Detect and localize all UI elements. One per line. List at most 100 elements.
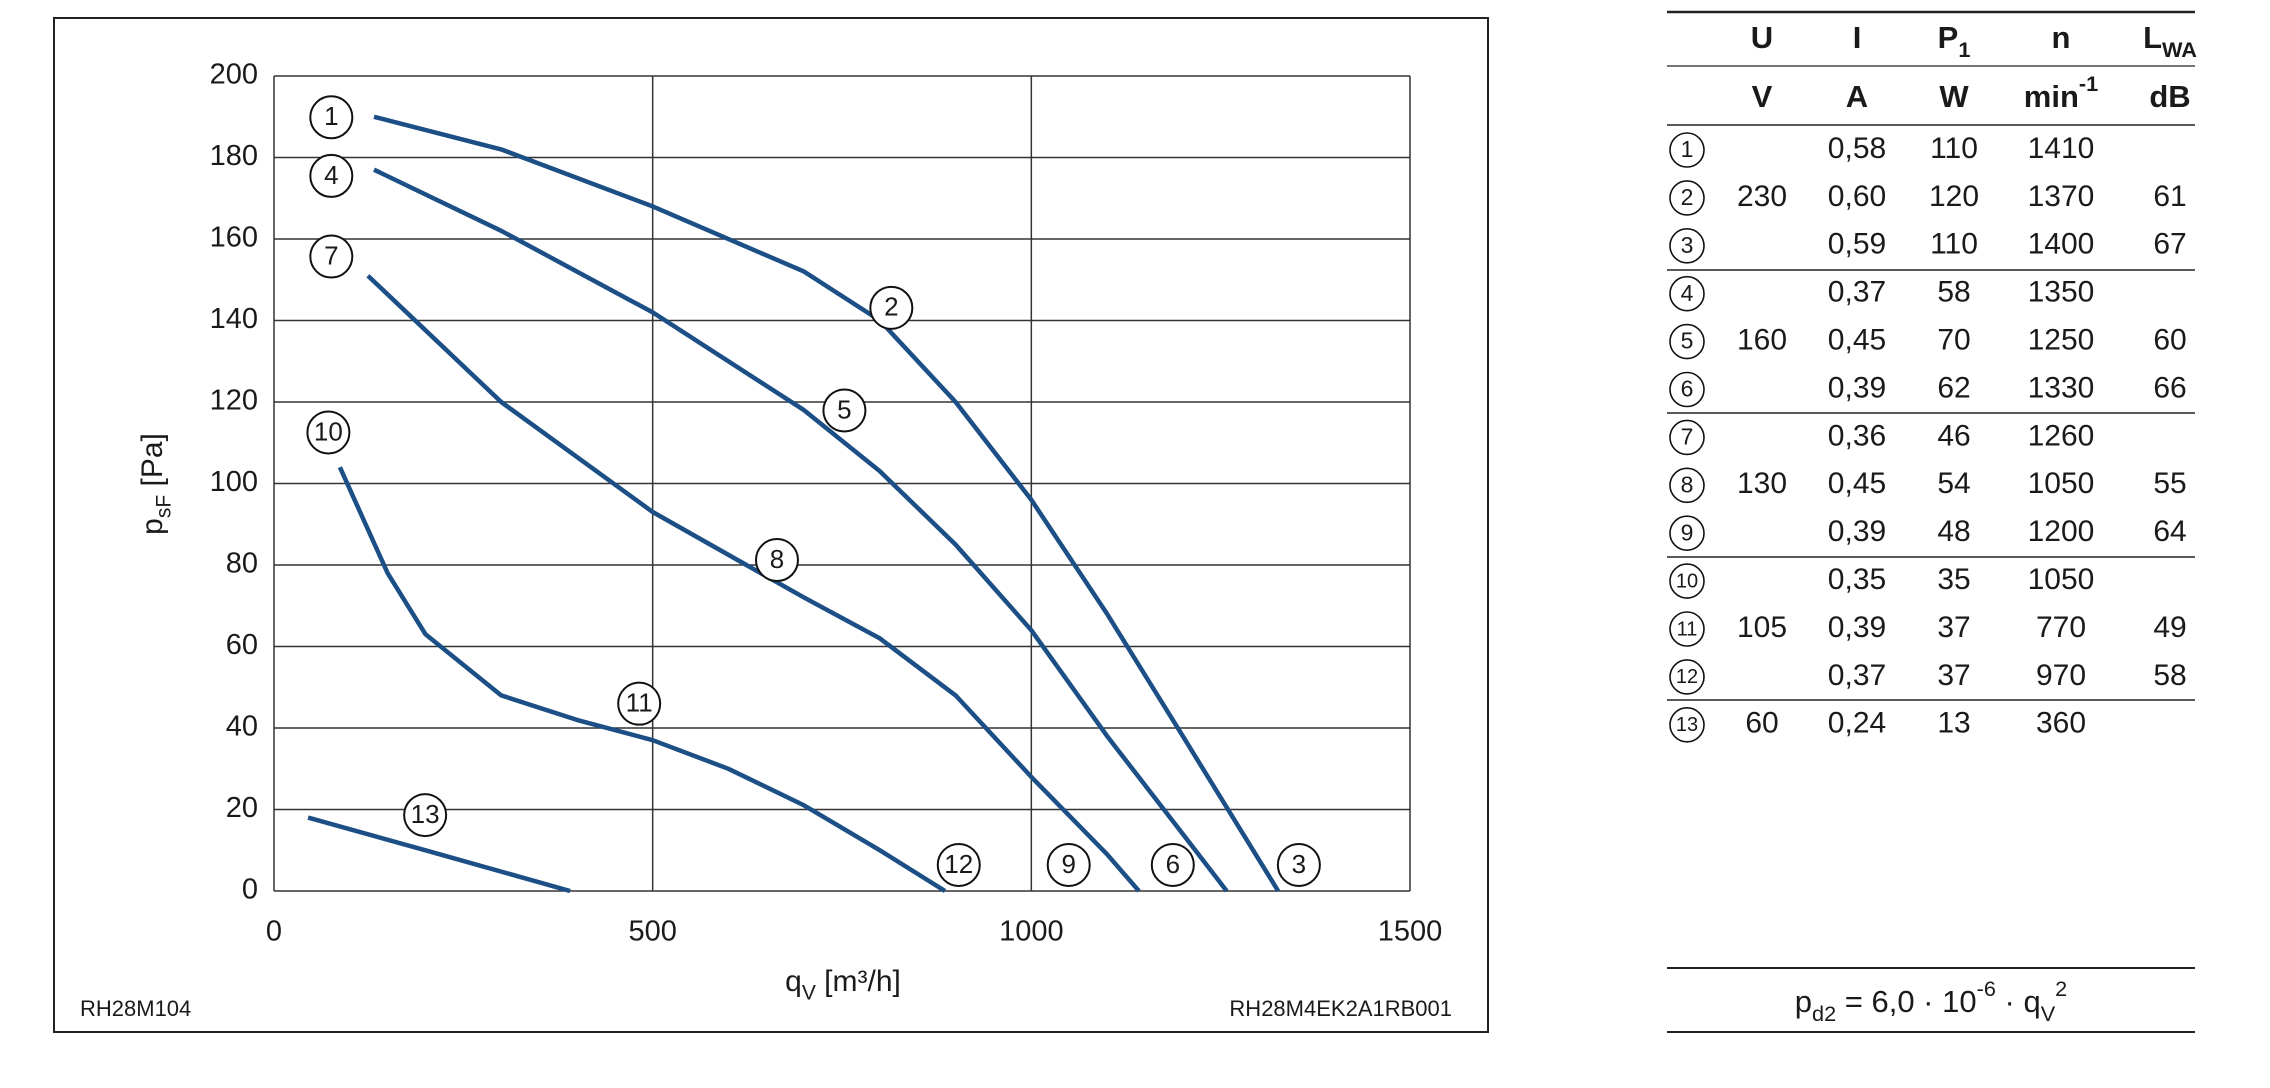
- table-cell: 48: [1937, 515, 1970, 548]
- text-part: V: [2041, 1001, 2056, 1026]
- row-label: 13: [1676, 714, 1698, 736]
- table-cell: 0,37: [1828, 276, 1886, 309]
- table-cell: 1330: [2028, 371, 2095, 404]
- row-label: 3: [1681, 232, 1694, 258]
- text-part: n: [2052, 20, 2071, 55]
- table-cell: 110: [1930, 228, 1978, 261]
- text-part: A: [1846, 79, 1868, 114]
- row-label-circle: [1669, 275, 1705, 312]
- text-part: p: [1795, 984, 1812, 1019]
- table-cell: 120: [1929, 180, 1979, 213]
- row-label-circle: [1669, 659, 1705, 695]
- table-cell: 35: [1937, 563, 1970, 596]
- table-cell: 58: [2153, 659, 2186, 692]
- table-cell: 0,45: [1828, 467, 1886, 500]
- table-cell: 55: [2153, 467, 2186, 500]
- text-part: dB: [2149, 79, 2190, 114]
- footer-right: RH28M4EK2A1RB001: [1229, 996, 1452, 1021]
- curve-label: 8: [770, 544, 784, 574]
- curve-label-circle: [822, 388, 867, 433]
- curve-label-circle: [306, 410, 351, 455]
- row-label-circle: [1669, 515, 1705, 552]
- table-cell: 49: [2153, 611, 2186, 644]
- text-part: p: [136, 518, 169, 535]
- table-header: U: [1751, 20, 1773, 55]
- table-cell: 61: [2153, 180, 2186, 213]
- row-label-circle: [1669, 706, 1705, 743]
- text-part: min: [2024, 79, 2079, 114]
- row-label-circle: [1669, 611, 1705, 647]
- table-cell: 60: [1745, 707, 1778, 740]
- curve: [366, 274, 1141, 893]
- table-cell: 1410: [2028, 132, 2095, 165]
- table-unit: W: [1939, 79, 1969, 114]
- text-part: -6: [1977, 976, 1996, 1001]
- table-cell: 0,39: [1828, 371, 1886, 404]
- curve: [307, 815, 571, 894]
- curve-label-circle: [1150, 842, 1195, 887]
- curve-label-circle: [403, 793, 448, 838]
- curve-label: 6: [1166, 849, 1180, 879]
- table-cell: 67: [2153, 228, 2186, 261]
- row-label-circle: [1669, 563, 1705, 599]
- y-tick-label: 20: [226, 792, 258, 824]
- y-tick-label: 140: [210, 303, 258, 335]
- row-label: 4: [1681, 280, 1694, 306]
- curve-label: 5: [837, 394, 851, 424]
- text-part: WA: [2162, 37, 2197, 62]
- curve-label: 2: [884, 292, 898, 322]
- table-cell: 58: [1937, 276, 1970, 309]
- curve-label-circle: [309, 95, 354, 140]
- y-tick-label: 160: [210, 222, 258, 254]
- table-unit: V: [1752, 79, 1773, 114]
- curve-label-circle: [869, 285, 914, 330]
- table-cell: 110: [1930, 132, 1978, 165]
- text-part: [m³/h]: [816, 965, 901, 998]
- table-cell: 0,35: [1828, 563, 1886, 596]
- table-cell: 62: [1937, 371, 1970, 404]
- table-cell: 60: [2153, 324, 2186, 357]
- table-cell: 64: [2153, 515, 2186, 548]
- text-part: -1: [2079, 71, 2098, 96]
- curve-label-circle: [1276, 842, 1321, 887]
- text-part: 2: [2055, 976, 2067, 1001]
- text-part: q: [785, 965, 802, 998]
- curve: [337, 466, 947, 893]
- x-tick-label: 1500: [1378, 916, 1443, 948]
- curve-label-circle: [309, 153, 354, 198]
- row-label-circle: [1669, 419, 1705, 456]
- text-part: sF: [152, 495, 175, 518]
- row-label: 5: [1681, 328, 1694, 354]
- curve-label-circle: [936, 842, 981, 887]
- table-cell: 66: [2153, 371, 2186, 404]
- row-label: 2: [1681, 184, 1694, 210]
- row-label-circle: [1669, 228, 1705, 264]
- curve-label-circle: [309, 234, 354, 279]
- curve-label: 3: [1292, 849, 1306, 879]
- table-cell: 230: [1737, 180, 1787, 213]
- text-part: W: [1939, 79, 1969, 114]
- curve-label: 13: [411, 799, 440, 829]
- y-tick-label: 120: [210, 385, 258, 417]
- row-label: 7: [1681, 423, 1694, 449]
- y-tick-label: 60: [226, 629, 258, 661]
- row-label: 9: [1681, 519, 1694, 545]
- y-tick-label: 0: [242, 874, 258, 906]
- table-cell: 46: [1937, 419, 1970, 452]
- table-header: LWA: [2143, 20, 2197, 61]
- table-cell: 37: [1937, 659, 1970, 692]
- y-tick-label: 80: [226, 548, 258, 580]
- row-label-circle: [1669, 132, 1705, 168]
- y-axis-label: psF [Pa]: [136, 433, 175, 535]
- table-cell: 1370: [2028, 180, 2095, 213]
- text-part: 1: [1958, 37, 1970, 62]
- curve-label: 11: [626, 688, 653, 718]
- row-label-circle: [1669, 180, 1705, 216]
- table-cell: 0,36: [1828, 419, 1886, 452]
- curve-label: 1: [324, 101, 338, 131]
- x-tick-label: 500: [628, 916, 676, 948]
- table-cell: 0,45: [1828, 324, 1886, 357]
- table-cell: 0,39: [1828, 515, 1886, 548]
- curve-label: 4: [324, 160, 338, 190]
- text-part: U: [1751, 20, 1773, 55]
